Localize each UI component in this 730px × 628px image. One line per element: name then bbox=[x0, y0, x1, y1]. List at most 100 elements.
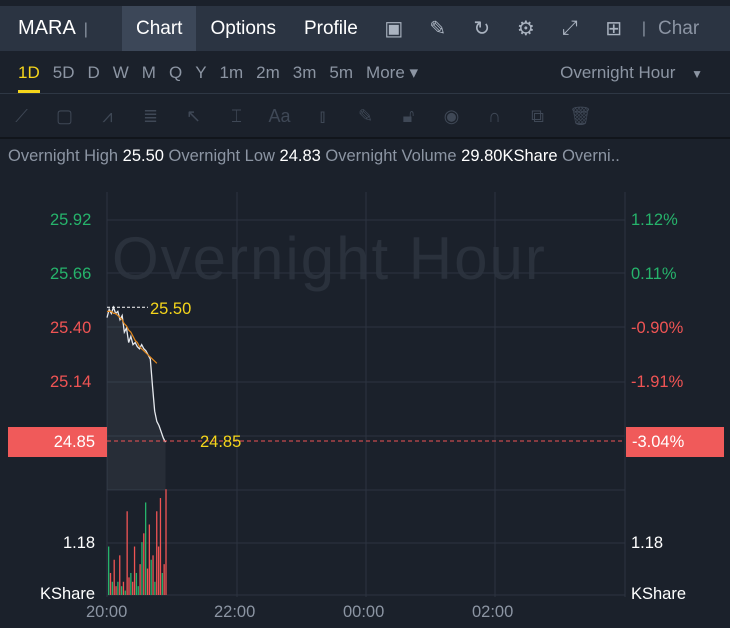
volume-bar bbox=[133, 546, 136, 595]
period-w[interactable]: W bbox=[112, 62, 129, 82]
tab-options[interactable]: Options bbox=[210, 18, 276, 39]
layers-icon[interactable]: ⧉ bbox=[531, 105, 544, 126]
volume-bar bbox=[128, 577, 130, 595]
pencil-icon[interactable]: ✎ bbox=[357, 105, 374, 126]
x-tick: 02:00 bbox=[472, 603, 514, 621]
period-y[interactable]: Y bbox=[195, 62, 207, 82]
volume-unit: KShare bbox=[40, 585, 96, 603]
volume-bar bbox=[139, 564, 141, 595]
current-pct-badge: -3.04% bbox=[626, 427, 724, 457]
watermark: Overnight Hour bbox=[112, 225, 547, 292]
x-tick: 22:00 bbox=[214, 603, 256, 621]
text-icon[interactable]: Aa bbox=[268, 105, 291, 126]
volume-bar bbox=[154, 581, 156, 595]
volume-bar bbox=[115, 586, 117, 595]
period-5m[interactable]: 5m bbox=[329, 62, 354, 82]
volume-bar bbox=[120, 586, 123, 595]
lock-icon[interactable]: 🔓︎ bbox=[402, 105, 415, 126]
volume-bar bbox=[126, 511, 128, 595]
volume-bar bbox=[152, 555, 154, 595]
volume-bar bbox=[132, 581, 134, 595]
tab-profile[interactable]: Profile bbox=[303, 18, 358, 39]
period-q[interactable]: Q bbox=[168, 62, 183, 82]
arrow-icon[interactable]: ↖ bbox=[185, 105, 202, 126]
volume-bar bbox=[143, 533, 145, 595]
volume-bar bbox=[146, 568, 149, 595]
eye-icon[interactable]: ◉ bbox=[443, 105, 460, 126]
y-tick-price: 25.14 bbox=[50, 373, 92, 391]
volume-tick: 1.18 bbox=[63, 534, 96, 552]
period-5d[interactable]: 5D bbox=[52, 62, 75, 82]
y-tick-pct: 0.11% bbox=[631, 265, 677, 283]
y-tick-price: 25.66 bbox=[50, 265, 92, 283]
volume-bar bbox=[108, 546, 110, 595]
volume-bar bbox=[145, 502, 147, 595]
volume-bar bbox=[163, 564, 165, 595]
volume-bar bbox=[109, 572, 112, 595]
volume-bar bbox=[122, 581, 125, 595]
average-line bbox=[107, 310, 158, 364]
volume-bar bbox=[141, 542, 143, 595]
period-2m[interactable]: 2m bbox=[256, 62, 280, 82]
last-marker: 24.85 bbox=[200, 433, 242, 451]
trendline-icon[interactable]: ⟋ bbox=[15, 105, 28, 126]
volume-tick-right: 1.18 bbox=[631, 534, 664, 552]
overnight-stats: Overnight High 25.50 Overnight Low 24.83… bbox=[8, 147, 620, 165]
tab-chart-truncated[interactable]: Char bbox=[657, 18, 700, 39]
chart-screen-icon[interactable]: ▣ bbox=[384, 18, 404, 40]
volume-bar bbox=[137, 586, 139, 595]
period-3m[interactable]: 3m bbox=[292, 62, 317, 82]
price-line bbox=[106, 305, 167, 443]
y-tick-pct: 1.12% bbox=[631, 211, 678, 229]
overnight-low: 24.83 bbox=[279, 147, 321, 165]
x-tick: 00:00 bbox=[343, 603, 385, 621]
edit-icon[interactable]: ✎ bbox=[429, 18, 447, 40]
high-marker: 25.50 bbox=[150, 300, 192, 318]
tab-chart[interactable]: Chart bbox=[122, 6, 197, 51]
drawing-toolbar: ⟋ ▢ ⩘ ≣ ↖ ⌶ Aa ⫾ ✎ 🔓︎ ◉ ∩ ⧉ 🗑︎ bbox=[0, 95, 730, 139]
magnet-icon[interactable]: ∩ bbox=[488, 105, 501, 126]
x-tick: 20:00 bbox=[86, 603, 128, 621]
fib-icon[interactable]: ≣ bbox=[142, 105, 159, 126]
y-tick-pct: -1.91% bbox=[631, 373, 684, 391]
period-m[interactable]: M bbox=[141, 62, 156, 82]
period-1d[interactable]: 1D bbox=[18, 62, 40, 93]
volume-bar bbox=[161, 572, 163, 595]
volume-bar bbox=[135, 572, 138, 595]
volume-bar bbox=[124, 590, 126, 595]
volume-unit-right: KShare bbox=[631, 585, 687, 603]
grid-layout-icon[interactable]: ⊞ bbox=[605, 18, 623, 40]
volume-bar bbox=[156, 511, 158, 595]
volume-bar bbox=[130, 572, 132, 595]
volume-bar bbox=[159, 498, 162, 595]
refresh-icon[interactable]: ↻ bbox=[473, 18, 491, 40]
chevron-down-icon: ▼ bbox=[691, 67, 703, 81]
rectangle-icon[interactable]: ▢ bbox=[55, 105, 73, 126]
volume-bar bbox=[157, 546, 160, 595]
current-price-badge: 24.85 bbox=[8, 427, 107, 457]
price-area bbox=[107, 307, 166, 490]
period-d[interactable]: D bbox=[87, 62, 100, 82]
trash-icon[interactable]: 🗑︎ bbox=[569, 105, 592, 126]
volume-bar bbox=[150, 559, 152, 595]
session-dropdown[interactable]: Overnight Hour ▼ bbox=[560, 63, 703, 82]
volume-bar bbox=[117, 581, 119, 595]
top-bar: MARA | Chart Options Profile ▣ ✎ ↻ ⚙ ⤢ ⊞ … bbox=[0, 6, 730, 51]
candle-icon[interactable]: ⫾ bbox=[319, 105, 326, 126]
fullscreen-icon[interactable]: ⤢ bbox=[561, 17, 578, 39]
period-more[interactable]: More ▾ bbox=[366, 62, 419, 82]
volume-bar bbox=[165, 489, 167, 595]
overnight-high: 25.50 bbox=[122, 147, 164, 165]
ticker-symbol: MARA | bbox=[18, 17, 88, 39]
period-1m[interactable]: 1m bbox=[219, 62, 244, 82]
pattern-icon[interactable]: ⩘ bbox=[102, 105, 113, 126]
volume-bar bbox=[119, 555, 121, 595]
volume-bar bbox=[148, 524, 150, 595]
y-tick-price: 25.40 bbox=[50, 319, 92, 337]
settings-icon[interactable]: ⚙ bbox=[516, 18, 535, 40]
range-icon[interactable]: ⌶ bbox=[231, 105, 242, 126]
y-tick-pct: -0.90% bbox=[631, 319, 684, 337]
overnight-volume: 29.80KShare bbox=[461, 147, 558, 165]
volume-bar bbox=[113, 559, 115, 595]
